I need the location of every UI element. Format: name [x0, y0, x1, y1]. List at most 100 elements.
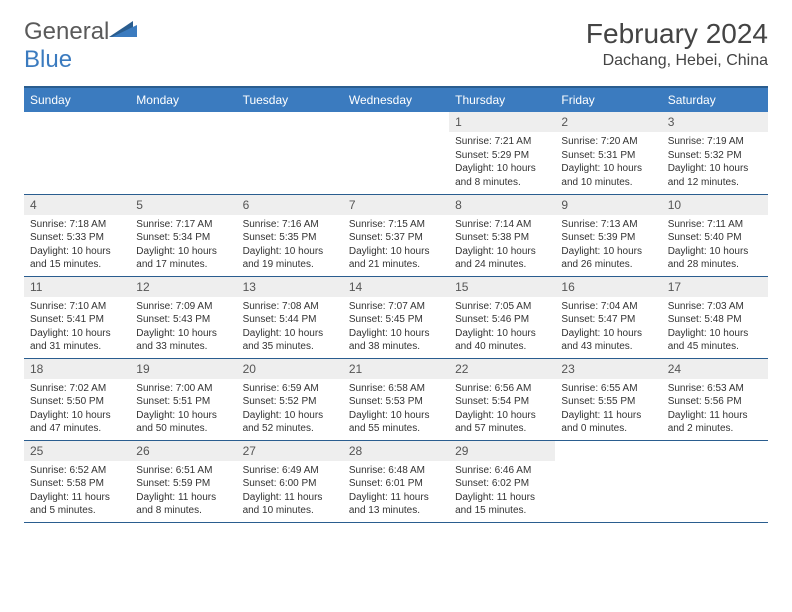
- calendar-cell: 29Sunrise: 6:46 AMSunset: 6:02 PMDayligh…: [449, 440, 555, 522]
- day-number: 29: [449, 441, 555, 461]
- title-block: February 2024 Dachang, Hebei, China: [586, 18, 768, 70]
- calendar-cell: 19Sunrise: 7:00 AMSunset: 5:51 PMDayligh…: [130, 358, 236, 440]
- calendar-cell: 22Sunrise: 6:56 AMSunset: 5:54 PMDayligh…: [449, 358, 555, 440]
- calendar-cell: 6Sunrise: 7:16 AMSunset: 5:35 PMDaylight…: [237, 194, 343, 276]
- day-details: Sunrise: 7:17 AMSunset: 5:34 PMDaylight:…: [130, 215, 236, 275]
- calendar-cell: 7Sunrise: 7:15 AMSunset: 5:37 PMDaylight…: [343, 194, 449, 276]
- sunset-text: Sunset: 5:44 PM: [243, 313, 337, 327]
- sunset-text: Sunset: 5:52 PM: [243, 395, 337, 409]
- day-details: Sunrise: 6:51 AMSunset: 5:59 PMDaylight:…: [130, 461, 236, 521]
- brand-text-1: General: [24, 18, 109, 45]
- day-details: Sunrise: 7:03 AMSunset: 5:48 PMDaylight:…: [662, 297, 768, 357]
- location-label: Dachang, Hebei, China: [586, 52, 768, 70]
- day-number: 13: [237, 277, 343, 297]
- calendar-head: SundayMondayTuesdayWednesdayThursdayFrid…: [24, 87, 768, 112]
- day-number: 26: [130, 441, 236, 461]
- sunrise-text: Sunrise: 6:51 AM: [136, 464, 230, 478]
- sunrise-text: Sunrise: 6:59 AM: [243, 382, 337, 396]
- day-details: Sunrise: 7:07 AMSunset: 5:45 PMDaylight:…: [343, 297, 449, 357]
- day-number: 11: [24, 277, 130, 297]
- sunrise-text: Sunrise: 7:05 AM: [455, 300, 549, 314]
- calendar-cell: [555, 440, 661, 522]
- sunrise-text: Sunrise: 6:48 AM: [349, 464, 443, 478]
- day-details: Sunrise: 7:05 AMSunset: 5:46 PMDaylight:…: [449, 297, 555, 357]
- calendar-body: 1Sunrise: 7:21 AMSunset: 5:29 PMDaylight…: [24, 112, 768, 522]
- calendar-cell: 4Sunrise: 7:18 AMSunset: 5:33 PMDaylight…: [24, 194, 130, 276]
- calendar-cell: 17Sunrise: 7:03 AMSunset: 5:48 PMDayligh…: [662, 276, 768, 358]
- daylight-text: Daylight: 11 hours and 8 minutes.: [136, 491, 230, 518]
- day-header: Tuesday: [237, 87, 343, 112]
- sunset-text: Sunset: 5:53 PM: [349, 395, 443, 409]
- header: General Blue February 2024 Dachang, Hebe…: [24, 18, 768, 74]
- calendar-cell: 2Sunrise: 7:20 AMSunset: 5:31 PMDaylight…: [555, 112, 661, 194]
- daylight-text: Daylight: 10 hours and 52 minutes.: [243, 409, 337, 436]
- sunrise-text: Sunrise: 7:15 AM: [349, 218, 443, 232]
- daylight-text: Daylight: 11 hours and 2 minutes.: [668, 409, 762, 436]
- day-number: 16: [555, 277, 661, 297]
- day-header: Saturday: [662, 87, 768, 112]
- sunset-text: Sunset: 5:29 PM: [455, 149, 549, 163]
- daylight-text: Daylight: 10 hours and 38 minutes.: [349, 327, 443, 354]
- calendar-cell: 28Sunrise: 6:48 AMSunset: 6:01 PMDayligh…: [343, 440, 449, 522]
- day-number: 23: [555, 359, 661, 379]
- day-details: Sunrise: 7:02 AMSunset: 5:50 PMDaylight:…: [24, 379, 130, 439]
- sunset-text: Sunset: 5:56 PM: [668, 395, 762, 409]
- daylight-text: Daylight: 10 hours and 55 minutes.: [349, 409, 443, 436]
- sunrise-text: Sunrise: 7:13 AM: [561, 218, 655, 232]
- calendar-cell: [237, 112, 343, 194]
- day-header: Wednesday: [343, 87, 449, 112]
- day-details: Sunrise: 6:52 AMSunset: 5:58 PMDaylight:…: [24, 461, 130, 521]
- sunset-text: Sunset: 5:37 PM: [349, 231, 443, 245]
- daylight-text: Daylight: 10 hours and 50 minutes.: [136, 409, 230, 436]
- day-header: Friday: [555, 87, 661, 112]
- day-header: Monday: [130, 87, 236, 112]
- day-number: 6: [237, 195, 343, 215]
- calendar-cell: 1Sunrise: 7:21 AMSunset: 5:29 PMDaylight…: [449, 112, 555, 194]
- day-number: 12: [130, 277, 236, 297]
- sunrise-text: Sunrise: 7:00 AM: [136, 382, 230, 396]
- sunrise-text: Sunrise: 7:20 AM: [561, 135, 655, 149]
- day-number: 10: [662, 195, 768, 215]
- daylight-text: Daylight: 10 hours and 45 minutes.: [668, 327, 762, 354]
- calendar-cell: 16Sunrise: 7:04 AMSunset: 5:47 PMDayligh…: [555, 276, 661, 358]
- brand-text-2: Blue: [24, 46, 72, 73]
- calendar-table: SundayMondayTuesdayWednesdayThursdayFrid…: [24, 86, 768, 523]
- sunset-text: Sunset: 5:58 PM: [30, 477, 124, 491]
- calendar-cell: [343, 112, 449, 194]
- sunset-text: Sunset: 5:47 PM: [561, 313, 655, 327]
- sunset-text: Sunset: 5:55 PM: [561, 395, 655, 409]
- calendar-cell: 15Sunrise: 7:05 AMSunset: 5:46 PMDayligh…: [449, 276, 555, 358]
- sunrise-text: Sunrise: 7:11 AM: [668, 218, 762, 232]
- calendar-cell: [662, 440, 768, 522]
- day-details: Sunrise: 7:18 AMSunset: 5:33 PMDaylight:…: [24, 215, 130, 275]
- calendar-row: 25Sunrise: 6:52 AMSunset: 5:58 PMDayligh…: [24, 440, 768, 522]
- sunset-text: Sunset: 6:00 PM: [243, 477, 337, 491]
- day-number: 5: [130, 195, 236, 215]
- sunrise-text: Sunrise: 7:09 AM: [136, 300, 230, 314]
- sunset-text: Sunset: 5:34 PM: [136, 231, 230, 245]
- month-title: February 2024: [586, 18, 768, 50]
- sunset-text: Sunset: 5:40 PM: [668, 231, 762, 245]
- day-details: Sunrise: 7:16 AMSunset: 5:35 PMDaylight:…: [237, 215, 343, 275]
- sunrise-text: Sunrise: 6:55 AM: [561, 382, 655, 396]
- calendar-cell: [24, 112, 130, 194]
- sunset-text: Sunset: 6:01 PM: [349, 477, 443, 491]
- day-details: Sunrise: 7:11 AMSunset: 5:40 PMDaylight:…: [662, 215, 768, 275]
- sunset-text: Sunset: 5:41 PM: [30, 313, 124, 327]
- sunset-text: Sunset: 5:35 PM: [243, 231, 337, 245]
- sunrise-text: Sunrise: 7:03 AM: [668, 300, 762, 314]
- day-details: Sunrise: 7:19 AMSunset: 5:32 PMDaylight:…: [662, 132, 768, 192]
- sunset-text: Sunset: 5:50 PM: [30, 395, 124, 409]
- sunrise-text: Sunrise: 7:10 AM: [30, 300, 124, 314]
- day-details: Sunrise: 7:14 AMSunset: 5:38 PMDaylight:…: [449, 215, 555, 275]
- calendar-cell: [130, 112, 236, 194]
- daylight-text: Daylight: 10 hours and 35 minutes.: [243, 327, 337, 354]
- sunrise-text: Sunrise: 7:16 AM: [243, 218, 337, 232]
- daylight-text: Daylight: 10 hours and 17 minutes.: [136, 245, 230, 272]
- day-header: Thursday: [449, 87, 555, 112]
- day-number: 1: [449, 112, 555, 132]
- daylight-text: Daylight: 11 hours and 5 minutes.: [30, 491, 124, 518]
- daylight-text: Daylight: 10 hours and 24 minutes.: [455, 245, 549, 272]
- day-details: Sunrise: 6:49 AMSunset: 6:00 PMDaylight:…: [237, 461, 343, 521]
- daylight-text: Daylight: 11 hours and 15 minutes.: [455, 491, 549, 518]
